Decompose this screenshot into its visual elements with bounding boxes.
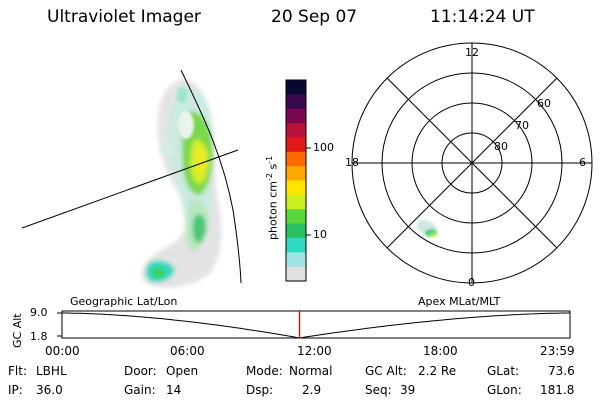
altitude-timeline — [57, 310, 571, 339]
polar-plot — [351, 42, 593, 284]
time-tick-2: 12:00 — [297, 344, 332, 358]
mode-label: Mode: — [246, 364, 283, 378]
colorbar-band — [286, 94, 306, 110]
colorbar-band — [286, 209, 306, 225]
colorbar-band — [286, 266, 306, 282]
auroral-image — [21, 69, 242, 288]
glat-value: 73.6 — [548, 364, 575, 378]
door-value: Open — [166, 364, 199, 378]
colorbar-tick-100: 100 — [313, 141, 334, 154]
mlt-label-0: 0 — [468, 276, 475, 289]
colorbar-band — [286, 252, 306, 268]
gc-alt-value: 2.2 Re — [418, 364, 457, 378]
colorbar-band — [286, 108, 306, 124]
dsp-value: 2.9 — [302, 383, 322, 397]
time-tick-4: 23:59 — [540, 344, 575, 358]
colorbar-band — [286, 123, 306, 139]
colorbar-band — [286, 237, 306, 253]
timeline-left-label: Geographic Lat/Lon — [70, 295, 178, 308]
gain-value: 14 — [166, 383, 182, 397]
time-tick-0: 00:00 — [45, 344, 80, 358]
seq-label: Seq: — [365, 383, 392, 397]
gain-label: Gain: — [124, 383, 156, 397]
mlt-label-18: 18 — [345, 156, 359, 169]
filter-label: Flt: — [8, 364, 27, 378]
colorbar-band — [286, 180, 306, 196]
mlat-label-70: 70 — [515, 119, 529, 132]
polar-auroral-spot — [416, 219, 438, 237]
time-tick-3: 18:00 — [423, 344, 458, 358]
observation-time: 11:14:24 UT — [430, 7, 535, 27]
glon-value: 181.8 — [540, 383, 575, 397]
timeline-right-label: Apex MLat/MLT — [418, 295, 501, 308]
glon-label: GLon: — [487, 383, 522, 397]
colorbar-band — [286, 166, 306, 182]
timeline-ymin-label: 1.8 — [30, 330, 48, 343]
mlat-label-60: 60 — [537, 97, 551, 110]
colorbar-band — [286, 223, 306, 239]
ip-value: 36.0 — [36, 383, 63, 397]
timeline-axis-label: GC Alt — [11, 313, 24, 348]
colorbar-band — [286, 151, 306, 167]
colorbar-unit-label: photon cm-2 s-1 — [265, 155, 280, 240]
mode-value: Normal — [289, 364, 333, 378]
timeline-ymax-label: 9.0 — [30, 306, 48, 319]
instrument-title: Ultraviolet Imager — [47, 7, 201, 27]
gc-alt-label: GC Alt: — [365, 364, 407, 378]
colorbar-band — [286, 137, 306, 153]
dsp-label: Dsp: — [246, 383, 274, 397]
observation-date: 20 Sep 07 — [271, 7, 358, 27]
seq-value: 39 — [400, 383, 416, 397]
colorbar-band — [286, 80, 306, 95]
ip-label: IP: — [8, 383, 23, 397]
mlat-label-80: 80 — [494, 140, 508, 153]
color-bar — [285, 79, 311, 282]
colorbar-tick-10: 10 — [313, 228, 327, 241]
filter-value: LBHL — [36, 364, 67, 378]
mlt-label-12: 12 — [465, 46, 479, 59]
time-tick-1: 06:00 — [170, 344, 205, 358]
glat-label: GLat: — [487, 364, 520, 378]
door-label: Door: — [124, 364, 157, 378]
colorbar-band — [286, 194, 306, 210]
mlt-label-6: 6 — [579, 156, 586, 169]
